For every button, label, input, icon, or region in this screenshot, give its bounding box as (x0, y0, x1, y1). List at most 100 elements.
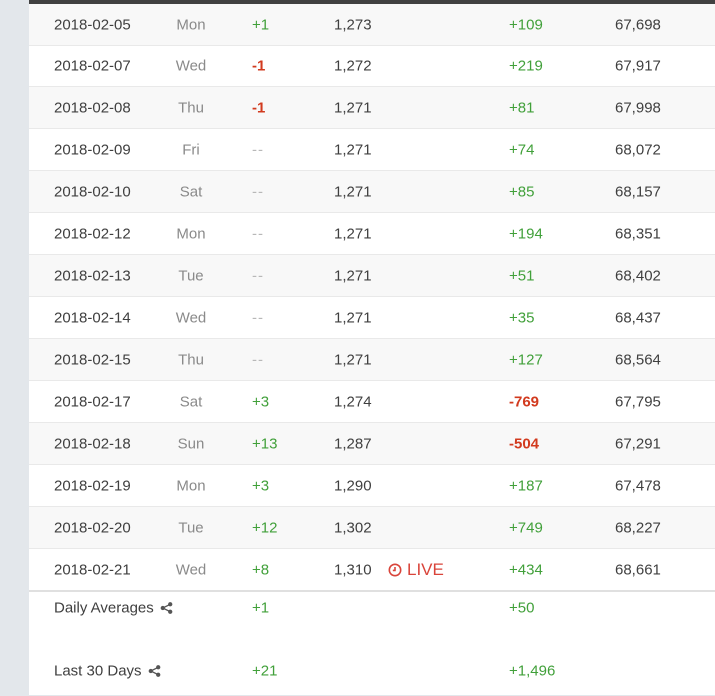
row-date: 2018-02-18 (54, 435, 131, 452)
row-sub-change: -1 (252, 99, 266, 116)
row-date: 2018-02-10 (54, 183, 131, 200)
row-views: 67,478 (615, 477, 661, 494)
last-30-days-view-change: +1,496 (509, 662, 556, 680)
row-day: Tue (178, 267, 204, 284)
table-row: 2018-02-13 Tue -- 1,271 +51 68,402 (29, 255, 715, 297)
table-row: 2018-02-08 Thu -1 1,271 +81 67,998 (29, 87, 715, 129)
row-view-change: +85 (509, 183, 535, 200)
row-sub-change: -- (252, 351, 264, 368)
row-date: 2018-02-14 (54, 309, 131, 326)
row-subscribers: 1,302 (334, 519, 372, 536)
daily-averages-label: Daily Averages (54, 599, 154, 617)
stats-panel: 2018-02-05 Mon +1 1,273 +109 67,698 2018-02-07… (29, 0, 715, 695)
table-row: 2018-02-12 Mon -- 1,271 +194 68,351 (29, 213, 715, 255)
row-sub-change: +8 (252, 561, 270, 578)
row-subscribers: 1,273 (334, 16, 372, 33)
row-sub-change: -- (252, 267, 264, 284)
row-subscribers: 1,290 (334, 477, 372, 494)
table-row: 2018-02-19 Mon +3 1,290 +187 67,478 (29, 465, 715, 507)
last-30-days-row: Last 30 Days +21 +1,496 (29, 646, 715, 696)
row-date: 2018-02-09 (54, 141, 131, 158)
row-view-change: +434 (509, 561, 543, 578)
row-sub-change: +3 (252, 477, 270, 494)
row-view-change: +35 (509, 309, 535, 326)
share-icon[interactable] (148, 665, 161, 678)
table-row: 2018-02-20 Tue +12 1,302 +749 68,227 (29, 507, 715, 549)
row-subscribers: 1,271 (334, 309, 372, 326)
row-views: 67,291 (615, 435, 661, 452)
table-row: 2018-02-18 Sun +13 1,287 -504 67,291 (29, 423, 715, 465)
row-subscribers: 1,271 (334, 99, 372, 116)
share-icon[interactable] (160, 602, 173, 615)
daily-stats-table: 2018-02-05 Mon +1 1,273 +109 67,698 2018-02-07… (29, 4, 715, 592)
row-view-change: +109 (509, 16, 543, 33)
table-row: 2018-02-17 Sat +3 1,274 -769 67,795 (29, 381, 715, 423)
row-day: Mon (176, 16, 206, 33)
row-subscribers: 1,274 (334, 393, 372, 410)
row-view-change: +187 (509, 477, 543, 494)
row-day: Fri (182, 141, 200, 158)
row-view-change: +127 (509, 351, 543, 368)
row-date: 2018-02-12 (54, 225, 131, 242)
row-sub-change: +1 (252, 16, 270, 33)
row-sub-change: -- (252, 183, 264, 200)
row-date: 2018-02-07 (54, 57, 131, 75)
row-date: 2018-02-21 (54, 561, 131, 578)
table-row: 2018-02-10 Sat -- 1,271 +85 68,157 (29, 171, 715, 213)
daily-averages-view-change: +50 (509, 599, 535, 617)
table-row: 2018-02-14 Wed -- 1,271 +35 68,437 (29, 297, 715, 339)
row-date: 2018-02-13 (54, 267, 131, 284)
row-views: 68,564 (615, 351, 661, 368)
row-subscribers: 1,271 (334, 141, 372, 158)
row-view-change: -769 (509, 393, 540, 410)
row-date: 2018-02-05 (54, 16, 131, 33)
row-subscribers: 1,271 (334, 183, 372, 200)
row-views: 68,351 (615, 225, 661, 242)
clock-icon (388, 563, 402, 576)
row-date: 2018-02-17 (54, 393, 131, 410)
row-view-change: +194 (509, 225, 543, 242)
row-day: Thu (178, 351, 204, 368)
table-row: 2018-02-15 Thu -- 1,271 +127 68,564 (29, 339, 715, 381)
row-day: Tue (178, 519, 204, 536)
daily-averages-label-wrap: Daily Averages (54, 600, 173, 617)
row-views: 67,917 (615, 57, 661, 75)
table-row: 2018-02-07 Wed -1 1,272 +219 67,917 (29, 46, 715, 87)
row-views: 68,437 (615, 309, 661, 326)
row-sub-change: -- (252, 309, 264, 326)
row-views: 68,227 (615, 519, 661, 536)
last-30-days-label: Last 30 Days (54, 662, 142, 680)
row-subscribers: 1,310 (334, 561, 372, 578)
row-subscribers: 1,271 (334, 351, 372, 368)
row-sub-change: -1 (252, 57, 266, 75)
row-date: 2018-02-15 (54, 351, 131, 368)
row-views: 67,795 (615, 393, 661, 410)
row-view-change: +219 (509, 57, 543, 75)
row-day: Wed (175, 309, 207, 326)
row-views: 68,157 (615, 183, 661, 200)
row-subscribers: 1,272 (334, 57, 372, 75)
row-subscribers: 1,287 (334, 435, 372, 452)
daily-averages-row: Daily Averages +1 +50 (29, 583, 715, 633)
live-label: LIVE (407, 559, 444, 579)
row-day: Wed (175, 57, 207, 75)
row-view-change: -504 (509, 435, 540, 452)
row-sub-change: -- (252, 141, 264, 158)
row-day: Wed (175, 561, 207, 578)
table-row: 2018-02-21 Wed +8 1,310 LIVE +434 68,661 (29, 549, 715, 592)
row-date: 2018-02-20 (54, 519, 131, 536)
row-views: 67,698 (615, 16, 661, 33)
row-views: 68,402 (615, 267, 661, 284)
row-sub-change: +13 (252, 435, 278, 452)
row-day: Thu (178, 99, 204, 116)
row-view-change: +74 (509, 141, 535, 158)
row-subscribers: 1,271 (334, 267, 372, 284)
row-views: 67,998 (615, 99, 661, 116)
row-date: 2018-02-19 (54, 477, 131, 494)
row-sub-change: +3 (252, 393, 270, 410)
last-30-days-sub-change: +21 (252, 662, 278, 680)
row-sub-change: -- (252, 225, 264, 242)
live-indicator: LIVE (388, 560, 444, 580)
table-row: 2018-02-05 Mon +1 1,273 +109 67,698 (29, 4, 715, 46)
table-row: 2018-02-09 Fri -- 1,271 +74 68,072 (29, 129, 715, 171)
